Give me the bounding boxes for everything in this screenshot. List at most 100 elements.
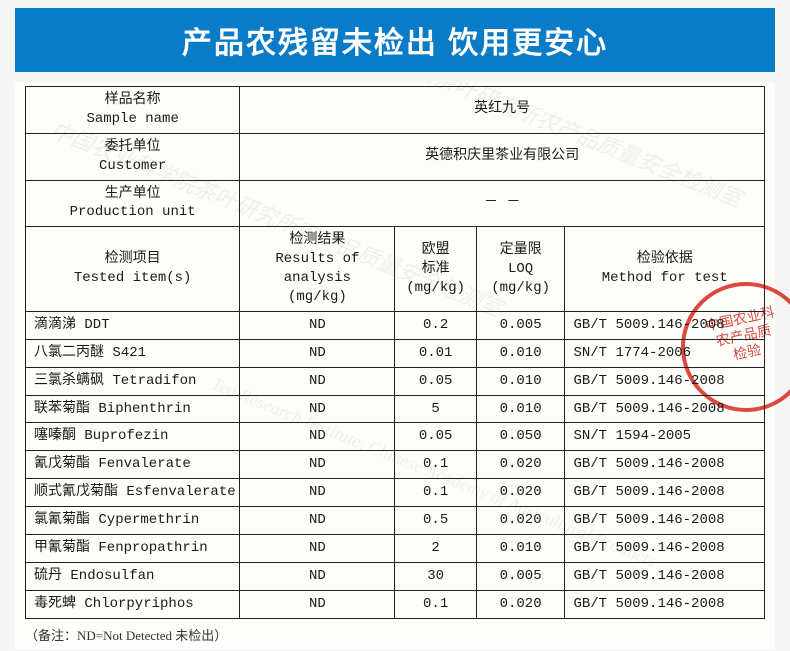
cell-eu: 0.01 [395, 339, 476, 367]
col-method-cn: 检验依据 [571, 250, 758, 269]
table-row: 滴滴涕 DDTND0.20.005GB/T 5009.146-2008 [26, 311, 765, 339]
col-loq-unit: (mg/kg) [483, 279, 559, 298]
cell-result: ND [240, 562, 395, 590]
row-column-headers: 检测项目 Tested item(s) 检测结果 Results of anal… [26, 227, 765, 312]
cell-result: ND [240, 590, 395, 618]
value-producer: － － [240, 180, 765, 227]
cell-result: ND [240, 339, 395, 367]
col-result: 检测结果 Results of analysis (mg/kg) [240, 227, 395, 312]
cell-item: 联苯菊酯 Biphenthrin [26, 395, 240, 423]
col-tested: 检测项目 Tested item(s) [26, 227, 240, 312]
cell-eu: 30 [395, 562, 476, 590]
col-eu: 欧盟 标准 (mg/kg) [395, 227, 476, 312]
col-tested-cn: 检测项目 [32, 250, 233, 269]
table-row: 三氯杀螨砜 TetradifonND0.050.010GB/T 5009.146… [26, 367, 765, 395]
cell-result: ND [240, 479, 395, 507]
table-row: 甲氰菊酯 FenpropathrinND20.010GB/T 5009.146-… [26, 535, 765, 563]
cell-item: 毒死蜱 Chlorpyriphos [26, 590, 240, 618]
cell-method: GB/T 5009.146-2008 [565, 395, 765, 423]
col-result-cn: 检测结果 [246, 231, 388, 250]
cell-eu: 0.5 [395, 507, 476, 535]
table-row: 联苯菊酯 BiphenthrinND50.010GB/T 5009.146-20… [26, 395, 765, 423]
label-sample: 样品名称 Sample name [26, 87, 240, 134]
cell-method: GB/T 5009.146-2008 [565, 590, 765, 618]
table-row: 顺式氰戊菊酯 EsfenvalerateND0.10.020GB/T 5009.… [26, 479, 765, 507]
label-producer-en: Production unit [32, 203, 233, 222]
cell-item: 氰戊菊酯 Fenvalerate [26, 451, 240, 479]
col-result-en: Results of analysis [246, 250, 388, 288]
cell-loq: 0.010 [476, 367, 565, 395]
table-row: 毒死蜱 ChlorpyriphosND0.10.020GB/T 5009.146… [26, 590, 765, 618]
cell-item: 硫丹 Endosulfan [26, 562, 240, 590]
cell-eu: 0.1 [395, 451, 476, 479]
col-loq-en: LOQ [483, 260, 559, 279]
cell-eu: 5 [395, 395, 476, 423]
label-customer: 委托单位 Customer [26, 133, 240, 180]
col-loq: 定量限 LOQ (mg/kg) [476, 227, 565, 312]
value-customer: 英德积庆里茶业有限公司 [240, 133, 765, 180]
cell-eu: 0.1 [395, 479, 476, 507]
label-producer-cn: 生产单位 [32, 185, 233, 204]
cell-loq: 0.010 [476, 339, 565, 367]
cell-method: GB/T 5009.146-2008 [565, 451, 765, 479]
report-sheet: 中国农业科学院茶叶研究所农产品质量安全检测室 中国农业科学院茶叶研究所农产品质量… [15, 82, 775, 650]
cell-item: 滴滴涕 DDT [26, 311, 240, 339]
cell-eu: 0.05 [395, 423, 476, 451]
cell-method: GB/T 5009.146-2008 [565, 535, 765, 563]
cell-item: 顺式氰戊菊酯 Esfenvalerate [26, 479, 240, 507]
cell-method: GB/T 5009.146-2008 [565, 507, 765, 535]
label-sample-en: Sample name [32, 110, 233, 129]
cell-result: ND [240, 367, 395, 395]
cell-item: 甲氰菊酯 Fenpropathrin [26, 535, 240, 563]
cell-result: ND [240, 507, 395, 535]
cell-loq: 0.050 [476, 423, 565, 451]
cell-result: ND [240, 395, 395, 423]
table-row: 噻嗪酮 BuprofezinND0.050.050SN/T 1594-2005 [26, 423, 765, 451]
col-result-unit: (mg/kg) [246, 288, 388, 307]
col-tested-en: Tested item(s) [32, 269, 233, 288]
col-eu-cn1: 欧盟 [401, 241, 469, 260]
cell-loq: 0.020 [476, 451, 565, 479]
col-eu-unit: (mg/kg) [401, 279, 469, 298]
cell-item: 三氯杀螨砜 Tetradifon [26, 367, 240, 395]
cell-eu: 0.1 [395, 590, 476, 618]
cell-loq: 0.020 [476, 590, 565, 618]
cell-item: 八氯二丙醚 S421 [26, 339, 240, 367]
headline-banner: 产品农残留未检出 饮用更安心 [15, 8, 775, 72]
cell-method: GB/T 5009.146-2008 [565, 562, 765, 590]
label-customer-cn: 委托单位 [32, 138, 233, 157]
cell-method: GB/T 5009.146-2008 [565, 311, 765, 339]
cell-loq: 0.010 [476, 395, 565, 423]
table-row: 硫丹 EndosulfanND300.005GB/T 5009.146-2008 [26, 562, 765, 590]
label-sample-cn: 样品名称 [32, 91, 233, 110]
cell-loq: 0.005 [476, 311, 565, 339]
cell-method: GB/T 5009.146-2008 [565, 479, 765, 507]
cell-eu: 2 [395, 535, 476, 563]
cell-loq: 0.020 [476, 479, 565, 507]
col-method-en: Method for test [571, 269, 758, 288]
cell-result: ND [240, 423, 395, 451]
col-method: 检验依据 Method for test [565, 227, 765, 312]
label-producer: 生产单位 Production unit [26, 180, 240, 227]
cell-loq: 0.005 [476, 562, 565, 590]
cell-method: GB/T 5009.146-2008 [565, 367, 765, 395]
footnote: （备注：ND=Not Detected 未检出） [25, 625, 765, 644]
col-loq-cn: 定量限 [483, 241, 559, 260]
cell-result: ND [240, 535, 395, 563]
row-producer: 生产单位 Production unit － － [26, 180, 765, 227]
cell-eu: 0.05 [395, 367, 476, 395]
cell-method: SN/T 1774-2006 [565, 339, 765, 367]
cell-eu: 0.2 [395, 311, 476, 339]
cell-loq: 0.020 [476, 507, 565, 535]
table-row: 氰戊菊酯 FenvalerateND0.10.020GB/T 5009.146-… [26, 451, 765, 479]
cell-method: SN/T 1594-2005 [565, 423, 765, 451]
cell-result: ND [240, 311, 395, 339]
label-customer-en: Customer [32, 157, 233, 176]
cell-result: ND [240, 451, 395, 479]
table-row: 氯氰菊酯 CypermethrinND0.50.020GB/T 5009.146… [26, 507, 765, 535]
value-sample: 英红九号 [240, 87, 765, 134]
row-customer: 委托单位 Customer 英德积庆里茶业有限公司 [26, 133, 765, 180]
cell-item: 噻嗪酮 Buprofezin [26, 423, 240, 451]
row-sample: 样品名称 Sample name 英红九号 [26, 87, 765, 134]
cell-loq: 0.010 [476, 535, 565, 563]
